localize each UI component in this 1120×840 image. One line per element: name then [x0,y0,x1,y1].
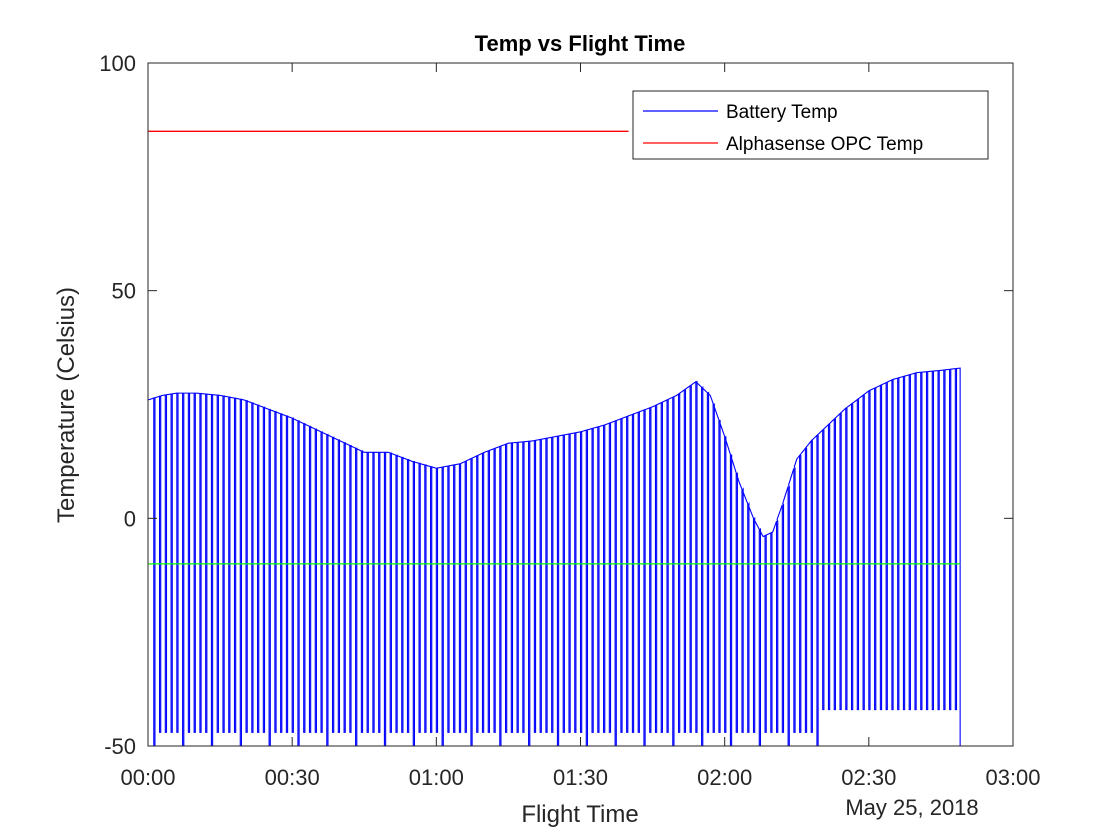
ticks: 00:00 00:30 01:00 01:30 02:00 02:30 03:00 -50 0 5… [99,51,1040,790]
date-label: May 25, 2018 [845,795,978,820]
y-tick-label: 0 [124,506,136,531]
x-tick-label: 02:30 [841,765,896,790]
x-tick-label: 00:00 [120,765,175,790]
x-tick-label: 02:00 [697,765,752,790]
y-tick-label: 100 [99,51,136,76]
x-tick-label: 01:00 [409,765,464,790]
chart-title: Temp vs Flight Time [475,31,686,56]
y-tick-label: 50 [112,279,136,304]
y-axis-label: Temperature (Celsius) [53,287,80,523]
legend: Battery Temp Alphasense OPC Temp [632,90,989,160]
x-axis-label: Flight Time [521,801,638,828]
legend-label-battery-temp: Battery Temp [726,102,838,123]
legend-box [632,90,989,160]
x-tick-label: 01:30 [553,765,608,790]
legend-label-alphasense-opc-temp: Alphasense OPC Temp [726,134,923,155]
plot-area [147,130,961,747]
x-tick-label: 03:00 [985,765,1040,790]
y-tick-label: -50 [104,734,136,759]
x-tick-label: 00:30 [265,765,320,790]
series-battery-temp [147,367,961,747]
